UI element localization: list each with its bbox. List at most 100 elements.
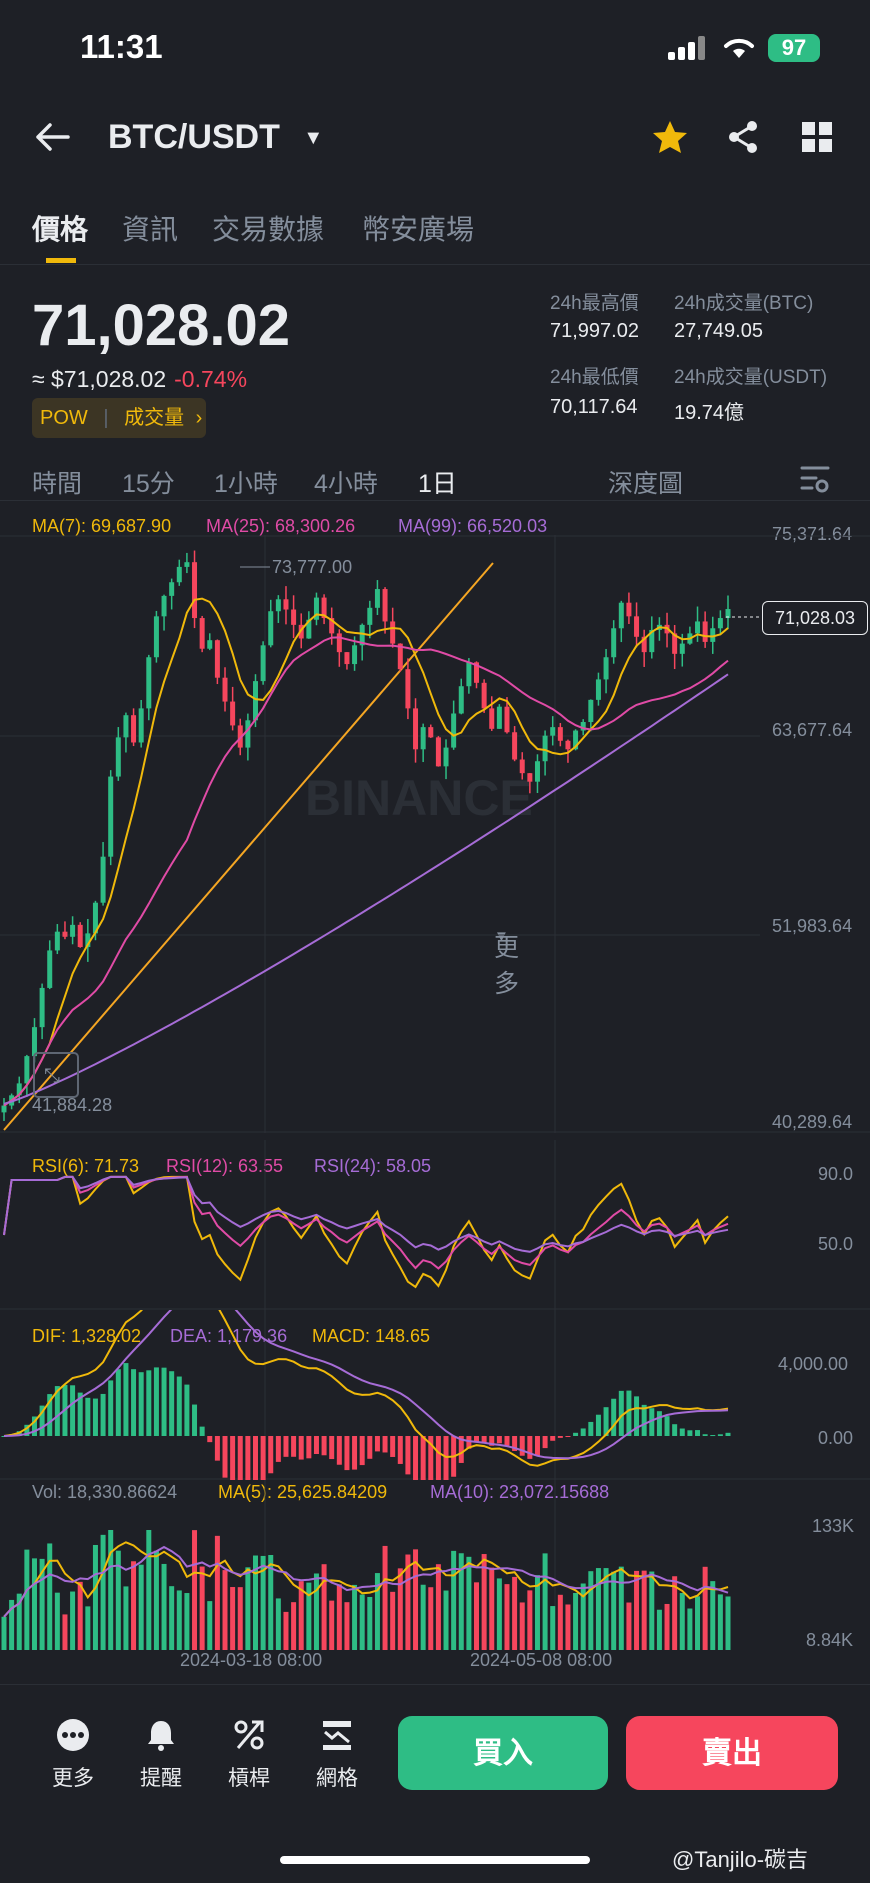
volume-bar — [207, 1601, 213, 1650]
tag-pow: POW — [40, 407, 88, 429]
macd-histogram-bar — [702, 1434, 708, 1436]
last-price: 71,028.02 — [32, 293, 291, 358]
tf-4h[interactable]: 4小時 — [314, 470, 378, 498]
caret-down-icon: ▼ — [494, 928, 509, 945]
candle-body — [702, 621, 708, 642]
volume-bar — [138, 1564, 144, 1650]
candle-body — [588, 699, 594, 723]
tags-row[interactable]: POW | 成交量 › — [32, 398, 206, 438]
volume-bar — [405, 1554, 411, 1650]
macd-histogram-bar — [161, 1367, 167, 1436]
nav-more[interactable]: 更多 — [38, 1718, 108, 1792]
candle-body — [161, 595, 167, 617]
volume-bar — [481, 1554, 487, 1650]
sell-button[interactable]: 賣出 — [626, 1716, 838, 1790]
macd-histogram-bar — [252, 1436, 258, 1480]
volume-bar — [47, 1543, 53, 1650]
tab-price[interactable]: 價格 — [32, 214, 89, 245]
trend-line[interactable] — [3, 562, 494, 1131]
candle-body — [443, 747, 449, 767]
status-time: 11:31 — [80, 28, 163, 65]
candle-body — [329, 618, 335, 634]
macd-histogram-bar — [291, 1436, 297, 1457]
volume-bar — [588, 1571, 594, 1650]
candle-body — [138, 708, 144, 743]
macd-chart[interactable] — [0, 1310, 870, 1480]
candle-body — [123, 715, 129, 738]
candle-body — [199, 618, 205, 649]
volume-chart[interactable] — [0, 1480, 870, 1650]
volume-bar — [260, 1555, 266, 1650]
candle-body — [47, 950, 53, 988]
more-dots-icon — [57, 1719, 89, 1751]
macd-histogram-bar — [595, 1414, 601, 1436]
volume-bar — [474, 1582, 480, 1650]
grid-apps-icon[interactable] — [802, 122, 832, 152]
volume-bar — [374, 1573, 380, 1650]
macd-axis-label: 0.00 — [818, 1428, 854, 1448]
candle-body — [595, 679, 601, 700]
tab-binance-square[interactable]: 幣安廣場 — [362, 214, 475, 245]
nav-grid[interactable]: 網格 — [302, 1718, 372, 1792]
macd-histogram-bar — [374, 1436, 380, 1452]
volume-bar — [9, 1599, 15, 1650]
home-indicator[interactable] — [280, 1856, 590, 1864]
stat-vol-usdt-label: 24h成交量(USDT) — [674, 367, 828, 388]
candle-body — [649, 629, 655, 653]
price-axis-label: 75,371.64 — [772, 524, 853, 544]
volume-bar — [161, 1563, 167, 1650]
macd-histogram-bar — [39, 1405, 45, 1436]
candle-body — [100, 856, 106, 903]
macd-histogram-bar — [481, 1436, 487, 1443]
macd-histogram-bar — [618, 1390, 624, 1436]
macd-histogram-bar — [138, 1372, 144, 1436]
share-icon[interactable] — [726, 120, 760, 154]
tab-trading-data[interactable]: 交易數據 — [212, 214, 325, 245]
back-arrow-icon[interactable] — [34, 122, 70, 152]
tab-info[interactable]: 資訊 — [122, 214, 179, 245]
macd-histogram-bar — [542, 1436, 548, 1449]
candle-body — [634, 616, 640, 637]
macd-histogram-bar — [504, 1436, 510, 1446]
macd-histogram-bar — [550, 1436, 556, 1441]
current-price-tag[interactable]: 71,028.03 — [762, 601, 868, 635]
tf-depth[interactable]: 深度圖 — [608, 470, 684, 498]
volume-bar — [153, 1550, 159, 1650]
nav-leverage[interactable]: 槓桿 — [214, 1718, 284, 1792]
rsi6-legend: RSI(6): 71.73 — [32, 1156, 140, 1176]
volume-bar — [306, 1582, 312, 1650]
volume-bar — [382, 1545, 388, 1650]
macd-histogram-bar — [580, 1428, 586, 1436]
date-axis-label: 2024-03-18 08:00 — [180, 1650, 323, 1670]
ma99-line — [3, 673, 729, 1105]
macd-histogram-bar — [725, 1432, 731, 1436]
candle-body — [16, 1083, 22, 1096]
macd-histogram-bar — [413, 1436, 419, 1480]
macd-histogram-bar — [489, 1436, 495, 1446]
buy-button[interactable]: 買入 — [398, 1716, 608, 1790]
candlestick-chart[interactable]: BINANCE 73,777.00 41,884.28 ⤡ — [0, 535, 870, 1133]
macd-histogram-bar — [382, 1436, 388, 1453]
zoom-box[interactable] — [33, 1052, 79, 1098]
volume-bar — [687, 1608, 693, 1650]
star-icon[interactable] — [652, 120, 688, 154]
candle-body — [717, 618, 723, 629]
volume-bar — [199, 1566, 205, 1650]
volume-bar — [291, 1602, 297, 1650]
candle-body — [176, 566, 182, 583]
pair-selector[interactable]: BTC/USDT ▼ — [108, 118, 323, 157]
volume-bar — [717, 1594, 723, 1650]
tf-15m[interactable]: 15分 — [122, 470, 175, 498]
tf-1h[interactable]: 1小時 — [214, 470, 278, 498]
candle-body — [62, 931, 68, 937]
tf-1d[interactable]: 1日 — [418, 470, 457, 498]
rsi-chart[interactable] — [0, 1140, 870, 1310]
nav-alert[interactable]: 提醒 — [126, 1718, 196, 1792]
candle-body — [306, 619, 312, 639]
tf-time[interactable]: 時間 — [32, 470, 83, 498]
candle-body — [618, 602, 624, 629]
volume-bar — [435, 1564, 441, 1650]
macd-histogram-bar — [306, 1436, 312, 1459]
expand-icon[interactable]: ⤡ — [44, 1065, 60, 1087]
chart-settings-icon[interactable] — [800, 464, 830, 494]
